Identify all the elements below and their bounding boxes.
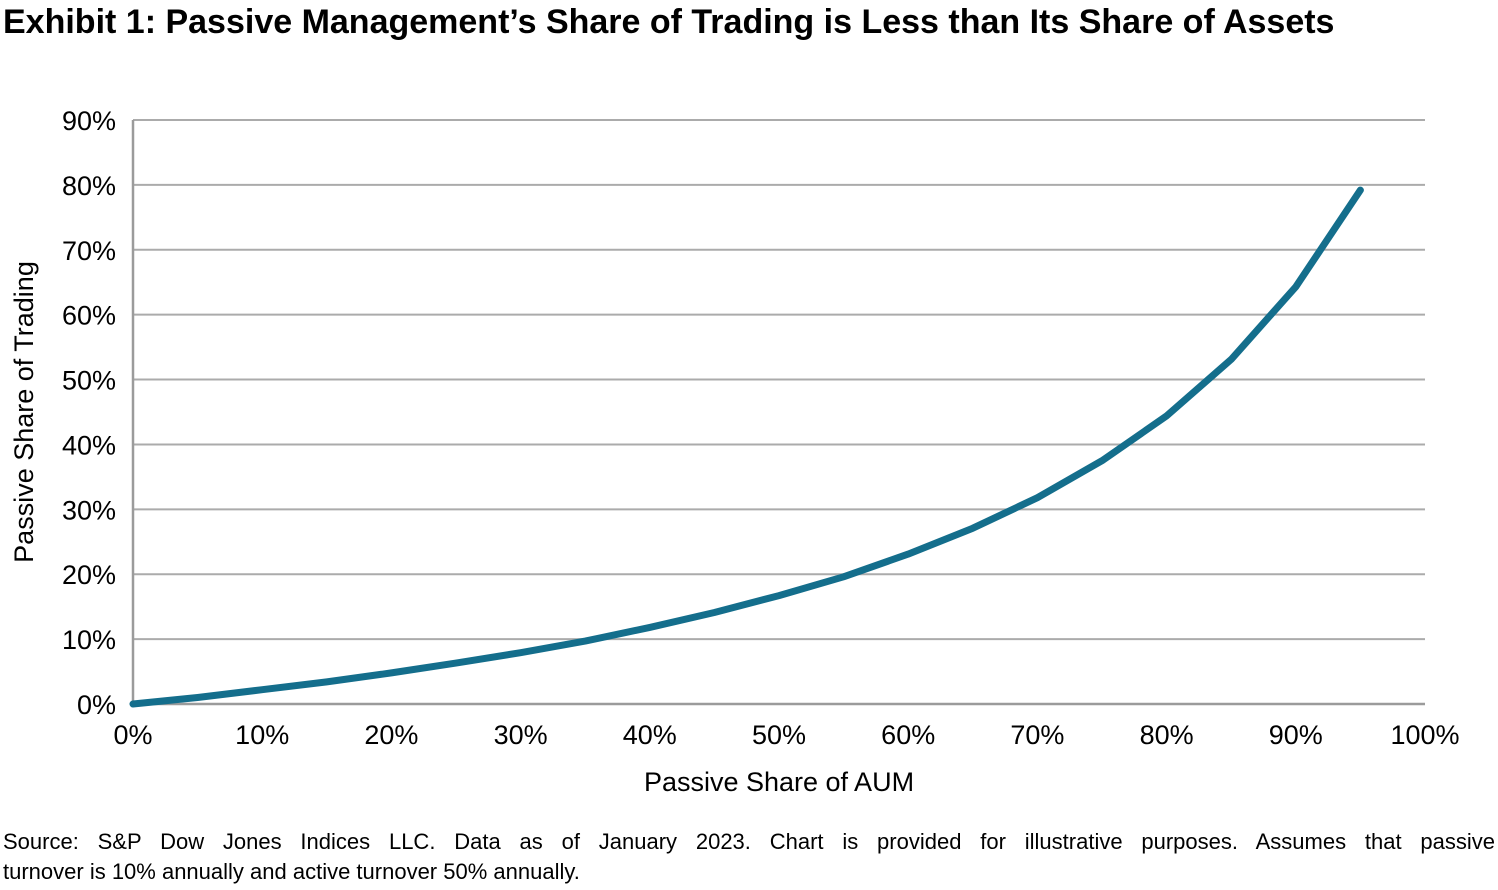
y-tick-label: 20%: [62, 560, 116, 590]
chart-title: Exhibit 1: Passive Management’s Share of…: [3, 3, 1335, 41]
y-axis-title: Passive Share of Trading: [9, 261, 39, 563]
x-tick-label: 70%: [1010, 720, 1064, 750]
x-tick-label: 10%: [235, 720, 289, 750]
y-tick-label: 70%: [62, 236, 116, 266]
y-tick-label: 50%: [62, 366, 116, 396]
x-tick-label: 60%: [881, 720, 935, 750]
x-tick-label: 80%: [1140, 720, 1194, 750]
y-tick-label: 40%: [62, 430, 116, 460]
source-note-line-2: turnover is 10% annually and active turn…: [3, 859, 580, 884]
y-tick-label: 90%: [62, 106, 116, 136]
y-tick-label: 60%: [62, 301, 116, 331]
x-tick-label: 100%: [1390, 720, 1459, 750]
y-tick-label: 30%: [62, 495, 116, 525]
x-tick-label: 20%: [364, 720, 418, 750]
y-tick-label: 10%: [62, 625, 116, 655]
x-tick-label: 90%: [1269, 720, 1323, 750]
x-tick-label: 40%: [623, 720, 677, 750]
source-note: Source: S&P Dow Jones Indices LLC. Data …: [3, 827, 1495, 887]
source-note-line-1: Source: S&P Dow Jones Indices LLC. Data …: [3, 829, 1495, 854]
y-tick-label: 0%: [77, 690, 116, 720]
x-tick-label: 50%: [752, 720, 806, 750]
x-tick-label: 0%: [113, 720, 152, 750]
y-tick-label: 80%: [62, 171, 116, 201]
x-tick-label: 30%: [494, 720, 548, 750]
passive-trading-share-line: [129, 186, 1364, 708]
x-axis-title: Passive Share of AUM: [644, 767, 914, 797]
